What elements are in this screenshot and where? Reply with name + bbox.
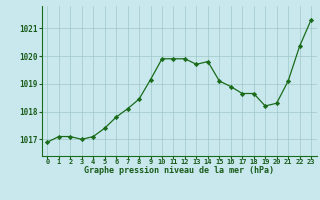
X-axis label: Graphe pression niveau de la mer (hPa): Graphe pression niveau de la mer (hPa)	[84, 166, 274, 175]
